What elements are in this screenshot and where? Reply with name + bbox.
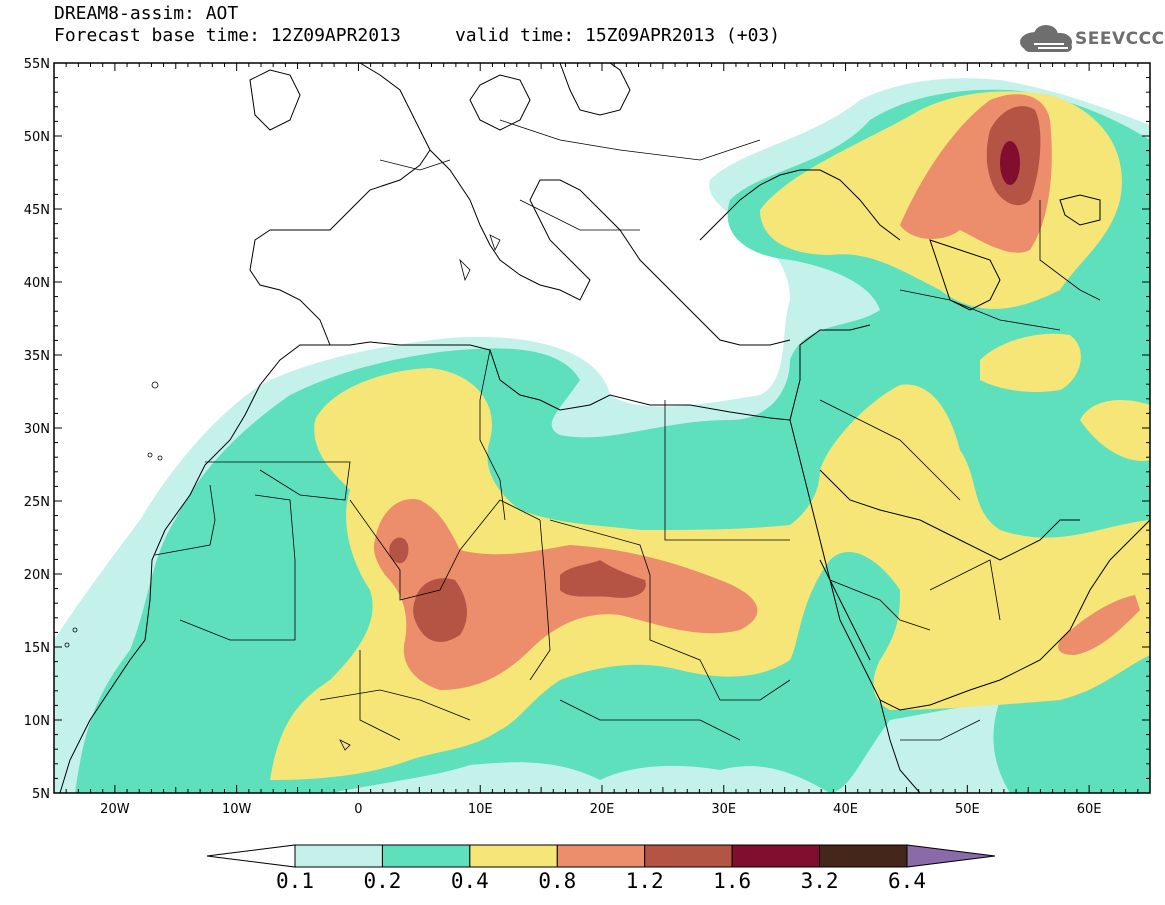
colorbar-level-label: 3.2	[800, 869, 839, 893]
lat-label: 20N	[24, 568, 50, 583]
map-title: DREAM8-assim: AOT	[54, 3, 239, 24]
lat-label: 10N	[24, 714, 50, 729]
colorbar-over-triangle	[906, 844, 996, 868]
lat-label: 55N	[24, 57, 50, 72]
colorbar	[206, 844, 996, 868]
islands	[64, 234, 501, 751]
colorbar-swatch	[731, 844, 821, 868]
colorbar-level-label: 0.1	[276, 869, 314, 893]
forecast-times: Forecast base time: 12Z09APR2013 valid t…	[54, 25, 781, 46]
lon-label: 0	[354, 802, 362, 817]
lon-label: 40E	[833, 802, 858, 817]
seevccc-logo	[1020, 25, 1072, 52]
colorbar-swatch	[819, 844, 908, 868]
colorbar-level-label: 1.2	[625, 869, 664, 893]
aot-contour-0.2	[75, 89, 1150, 793]
colorbar-swatch	[469, 844, 558, 868]
colorbar-level-label: 1.6	[713, 869, 752, 893]
lat-label: 40N	[24, 276, 50, 291]
cloud-icon	[1020, 25, 1072, 52]
colorbar-under-triangle	[206, 844, 296, 868]
lat-label: 15N	[24, 641, 50, 656]
country-borders	[154, 119, 1101, 741]
lat-label: 30N	[24, 422, 50, 437]
aot-contour-1.6	[1000, 141, 1020, 185]
colorbar-swatch	[644, 844, 733, 868]
lat-label: 5N	[32, 787, 50, 802]
latitude-labels: 55N 50N 45N 40N 35N 30N 25N 20N 15N 10N 5N	[24, 57, 50, 802]
lon-label: 30E	[711, 802, 736, 817]
axis-ticks	[54, 62, 1150, 794]
lat-label: 25N	[24, 495, 50, 510]
colorbar-level-label: 6.4	[888, 869, 926, 893]
colorbar-swatch	[556, 844, 646, 868]
lon-label: 50E	[955, 802, 980, 817]
lon-label: 20W	[100, 802, 130, 817]
coastlines	[59, 63, 1150, 793]
longitude-labels: 20W 10W 0 10E 20E 30E 40E 50E 60E	[100, 802, 1101, 817]
lon-label: 60E	[1077, 802, 1102, 817]
lon-label: 20E	[590, 802, 615, 817]
lon-label: 10W	[222, 802, 252, 817]
colorbar-level-label: 0.2	[363, 869, 402, 893]
lon-label: 10E	[468, 802, 493, 817]
colorbar-swatch	[381, 844, 471, 868]
map-area	[54, 63, 1150, 793]
colorbar-swatch	[294, 844, 383, 868]
colorbar-level-label: 0.4	[450, 869, 489, 893]
lat-label: 45N	[24, 203, 50, 218]
lat-label: 50N	[24, 130, 50, 145]
lat-label: 35N	[24, 349, 50, 364]
colorbar-level-label: 0.8	[538, 869, 577, 893]
logo-text: SEEVCCC	[1075, 29, 1165, 49]
